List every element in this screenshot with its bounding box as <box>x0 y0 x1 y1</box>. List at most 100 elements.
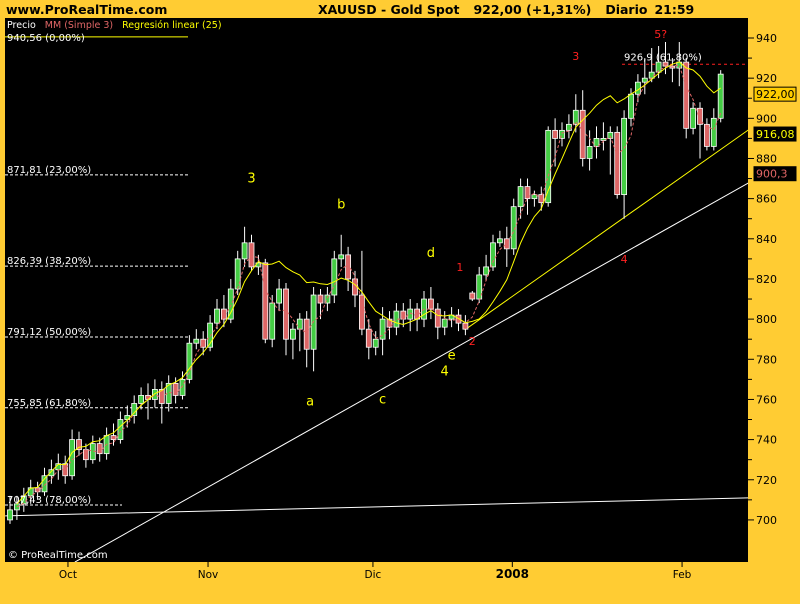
candle-up <box>296 318 303 330</box>
trendline <box>5 497 748 517</box>
wave-label: 4 <box>621 253 628 266</box>
axes-layer: 700 720 740 760 780 800 820 840 860 880 900 920 940 O… <box>59 32 797 581</box>
plot-text-layer: 940,56 (0,00%) 871,81 (23,00%) 826,39 (38,… <box>7 28 702 506</box>
candle-up <box>545 129 552 204</box>
y-tick-label: 880 <box>756 152 777 165</box>
candle-down <box>697 107 703 125</box>
wave-label: b <box>337 198 345 213</box>
time: 21:59 <box>654 2 694 17</box>
candle-up <box>641 77 648 83</box>
candle-up <box>289 328 296 340</box>
candle-up <box>655 61 662 73</box>
watermark: © ProRealTime.com <box>8 550 108 561</box>
candle-down <box>579 109 586 159</box>
trendline <box>464 129 748 331</box>
wave-label: 4 <box>441 364 449 379</box>
y-tick-label: 700 <box>756 514 777 527</box>
candle-down <box>172 382 179 396</box>
site-title[interactable]: www.ProRealTime.com <box>6 2 167 17</box>
candle-down <box>503 238 510 250</box>
wave-label: 5? <box>654 28 667 41</box>
candle-up <box>151 388 158 400</box>
candle-up <box>207 322 214 348</box>
candle-up <box>586 146 593 159</box>
price-box-rect <box>753 166 797 182</box>
candle-up <box>241 242 248 260</box>
wave-label: 1 <box>456 261 463 274</box>
y-tick-label: 720 <box>756 474 777 487</box>
wave-label: a <box>306 394 314 409</box>
candle-up <box>690 107 696 129</box>
candle-down <box>400 310 407 320</box>
y-tick-label: 820 <box>756 273 777 286</box>
price-box-label: 916,08 <box>756 128 795 141</box>
price-box-label: 900,3 <box>756 168 788 181</box>
candle-down <box>317 294 324 304</box>
x-tick-label: 2008 <box>496 567 529 581</box>
candle-up <box>441 318 448 328</box>
y-tick-label: 860 <box>756 193 777 206</box>
candle-down <box>303 318 310 350</box>
candle-down <box>220 308 227 320</box>
candle-up <box>372 338 379 348</box>
y-tick-label: 780 <box>756 353 777 366</box>
candle-up <box>496 238 503 244</box>
price-box-regression: 916,08 <box>753 126 797 142</box>
candle-up <box>324 294 331 304</box>
candle-up <box>559 129 565 139</box>
candle-up <box>510 206 517 250</box>
y-tick-label: 900 <box>756 112 777 125</box>
candle-down <box>427 298 434 310</box>
plot-clip-group <box>5 36 748 562</box>
candle-up <box>269 302 276 340</box>
candle-up <box>483 266 490 276</box>
fib-level-label: 791,12 (50,00%) <box>7 327 91 338</box>
y-tick-label: 920 <box>756 72 777 85</box>
candle-up <box>186 342 193 380</box>
candle-down <box>365 328 372 348</box>
candle-up <box>7 509 13 521</box>
x-tick-label: Dic <box>365 569 382 581</box>
candle-down <box>434 308 441 328</box>
candle-up <box>41 475 48 493</box>
period: Diario <box>605 2 648 17</box>
candle-up <box>338 254 345 260</box>
price-box-sma: 900,3 <box>753 166 797 182</box>
candle-up <box>331 258 338 296</box>
wave-label: 2 <box>469 335 476 348</box>
candle-up <box>69 439 75 477</box>
price-box-rect <box>753 126 797 142</box>
candle-down <box>262 262 269 340</box>
wave-label: e <box>448 348 456 363</box>
wave-label: 3 <box>572 50 579 63</box>
instrument-title: XAUUSD - Gold Spot <box>318 2 459 17</box>
price-box-last: 922,00 <box>753 86 797 102</box>
y-tick-label: 800 <box>756 313 777 326</box>
candle-up <box>717 73 724 119</box>
candle-up <box>572 109 579 125</box>
x-tick-label: Nov <box>198 569 219 581</box>
candle-up <box>379 318 386 340</box>
y-tick-label: 740 <box>756 434 777 447</box>
y-tick-label: 940 <box>756 32 777 45</box>
candle-up <box>193 338 200 344</box>
candle-up <box>621 117 627 196</box>
fib-level-label: 826,39 (38,20%) <box>7 256 91 267</box>
fib-level-label: 707,43 (78,00%) <box>7 495 91 506</box>
candle-down <box>704 123 710 147</box>
indicator-linreg-line <box>16 61 721 505</box>
wave-label: c <box>379 392 386 407</box>
plot-area[interactable] <box>5 18 748 562</box>
y-tick-label: 840 <box>756 233 777 246</box>
candle-up <box>214 308 220 324</box>
candle-down <box>345 254 352 280</box>
candle-down <box>158 388 165 404</box>
candle-up <box>276 288 283 304</box>
candle-up <box>476 274 483 300</box>
legend-sma: MM (Simple 3) <box>45 20 113 31</box>
candle-down <box>683 61 690 129</box>
candle-down <box>669 65 676 69</box>
trendline <box>74 182 748 562</box>
candle-up <box>407 308 414 320</box>
